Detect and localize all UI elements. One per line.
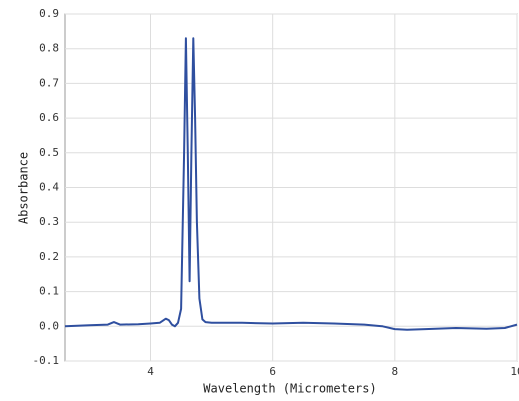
y-tick-label: -0.1 xyxy=(33,354,60,367)
y-tick-label: 0.3 xyxy=(39,215,59,228)
y-tick-label: 0.8 xyxy=(39,42,59,55)
y-tick-label: 0.6 xyxy=(39,111,59,124)
y-tick-label: 0.0 xyxy=(39,319,59,332)
y-tick-label: 0.4 xyxy=(39,181,59,194)
y-tick-label: 0.9 xyxy=(39,7,59,20)
y-tick-label: 0.7 xyxy=(39,76,59,89)
x-axis-label: Wavelength (Micrometers) xyxy=(203,382,376,396)
y-tick-label: 0.5 xyxy=(39,146,59,159)
x-tick-label: 10 xyxy=(510,365,519,378)
y-tick-label: 0.2 xyxy=(39,250,59,263)
x-tick-label: 4 xyxy=(147,365,154,378)
data-line xyxy=(64,37,518,331)
y-axis-label: Absorbance xyxy=(17,152,31,224)
x-tick-label: 8 xyxy=(392,365,399,378)
y-tick-label: 0.1 xyxy=(39,285,59,298)
x-tick-label: 6 xyxy=(269,365,276,378)
